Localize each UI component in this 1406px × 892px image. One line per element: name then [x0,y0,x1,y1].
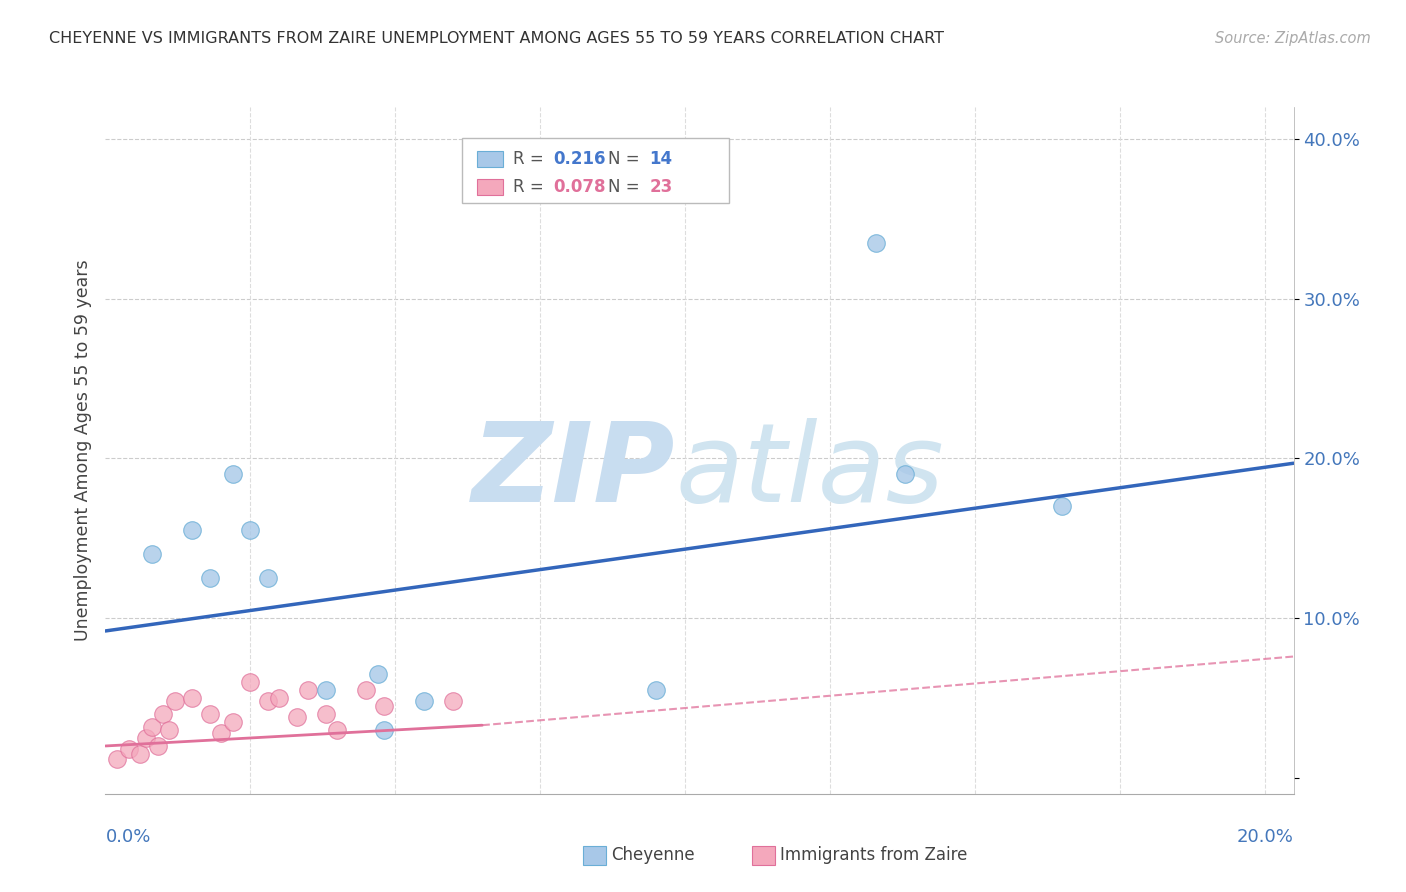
Text: ZIP: ZIP [472,417,676,524]
Point [129,747,152,761]
Point [239,524,262,538]
Text: R =: R = [513,150,548,168]
Text: 20.0%: 20.0% [1237,828,1294,847]
Point [222,714,245,729]
Point [315,706,337,721]
Text: 0.216: 0.216 [554,150,606,168]
Point [285,710,308,724]
Point [146,739,169,753]
Point [297,683,319,698]
Bar [477,151,503,167]
Text: 14: 14 [650,150,672,168]
Point [209,726,232,740]
Y-axis label: Unemployment Among Ages 55 to 59 years: Unemployment Among Ages 55 to 59 years [73,260,91,641]
Point [181,691,204,706]
Point [256,694,278,708]
Point [198,571,221,585]
Point [256,571,278,585]
Point [141,720,163,734]
Point [373,699,395,714]
Text: 23: 23 [650,178,673,196]
Text: Cheyenne: Cheyenne [612,847,695,864]
Point [645,683,668,698]
Point [269,691,291,706]
Point [198,706,221,721]
Text: CHEYENNE VS IMMIGRANTS FROM ZAIRE UNEMPLOYMENT AMONG AGES 55 TO 59 YEARS CORRELA: CHEYENNE VS IMMIGRANTS FROM ZAIRE UNEMPL… [49,31,945,46]
Text: 0.0%: 0.0% [105,828,150,847]
Point [367,667,389,681]
Text: Immigrants from Zaire: Immigrants from Zaire [780,847,967,864]
Point [865,235,887,250]
Point [141,547,163,561]
Point [157,723,180,737]
Text: R =: R = [513,178,548,196]
Point [354,683,377,698]
Point [135,731,157,745]
Point [413,694,436,708]
Point [441,694,464,708]
Bar [477,178,503,195]
Point [239,675,262,690]
Text: Source: ZipAtlas.com: Source: ZipAtlas.com [1215,31,1371,46]
Point [326,723,349,737]
Text: N =: N = [607,150,645,168]
Point [222,467,245,482]
Text: N =: N = [607,178,645,196]
Point [181,524,204,538]
Text: atlas: atlas [676,417,945,524]
Point [894,467,917,482]
Point [105,752,128,766]
Point [152,706,174,721]
Point [373,723,395,737]
Point [117,742,139,756]
Point [315,683,337,698]
Text: 0.078: 0.078 [554,178,606,196]
Point [1050,500,1073,514]
FancyBboxPatch shape [461,138,730,203]
Point [163,694,186,708]
